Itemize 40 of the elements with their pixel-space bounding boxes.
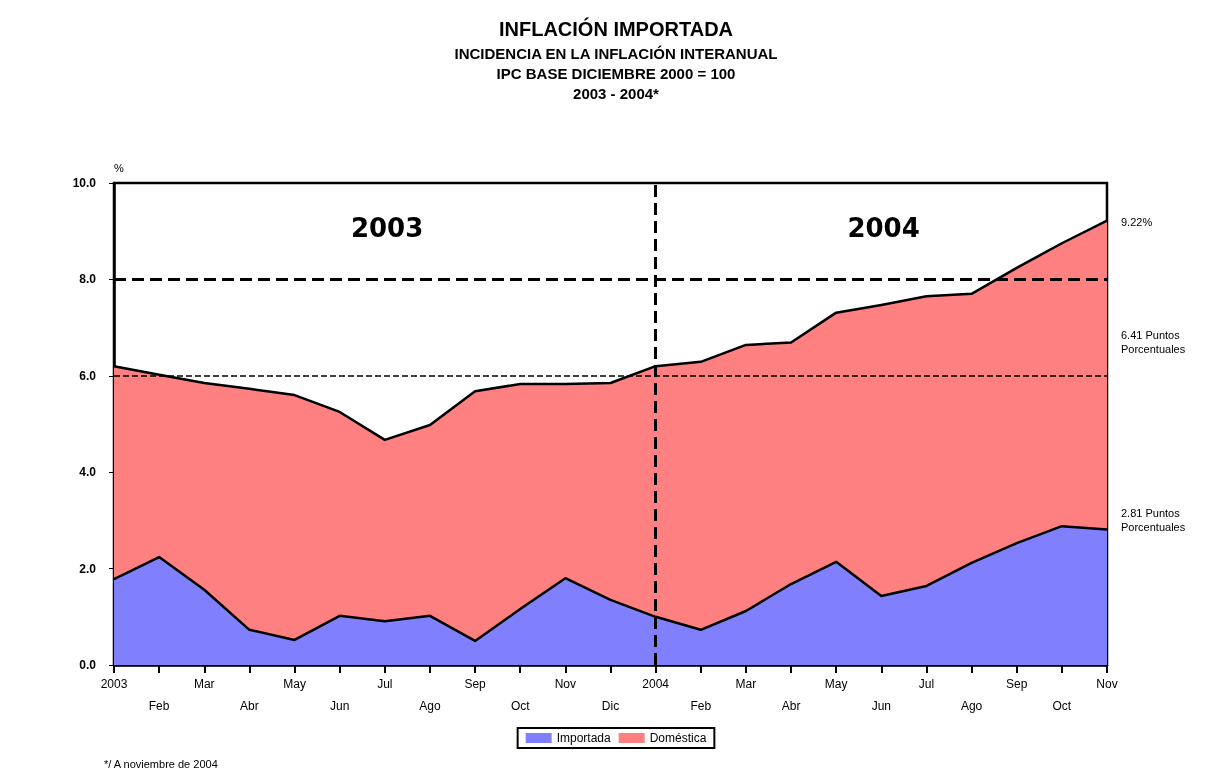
x-tick-label: 2004: [642, 677, 670, 691]
x-tick-label: Abr: [240, 699, 259, 713]
x-tick-label: Jul: [377, 677, 393, 691]
text: 2.81 Puntos Porcentuales: [1121, 507, 1186, 534]
x-tick-label: Jun: [330, 699, 350, 713]
x-tick-label: Jun: [871, 699, 891, 713]
x-tick-label: Mar: [193, 677, 215, 691]
x-tick-label: Nov: [1096, 677, 1118, 691]
x-tick-label: Feb: [148, 699, 170, 713]
y-tick-label: 6.0: [79, 368, 97, 383]
y-tick-label: 8.0: [79, 272, 97, 287]
annotation: 2004: [847, 213, 920, 243]
chart-title: INFLACIÓN IMPORTADA: [498, 17, 734, 40]
x-tick-label: 2003: [100, 677, 128, 691]
annotation: 2003: [350, 213, 424, 243]
x-tick-label: Jul: [918, 677, 935, 691]
x-tick-label: Feb: [690, 699, 712, 713]
y-tick-label: 0.0: [79, 658, 97, 672]
x-tick-label: Nov: [554, 677, 577, 691]
text: 6.41 Puntos Porcentuales: [1121, 329, 1186, 356]
x-tick-label: Abr: [781, 699, 801, 713]
text: */ A noviembre de 2004: [104, 757, 218, 770]
chart-subtitle: INCIDENCIA EN LA INFLACIÓN INTERANUAL IPC BASE DICIEMBRE 2000 = 100 2003 - 2004*: [454, 44, 778, 102]
y-tick-label: 2.0: [79, 561, 97, 576]
x-tick-label: May: [283, 677, 306, 691]
x-tick-label: Ago: [960, 699, 983, 713]
x-tick-label: Oct: [510, 699, 531, 713]
x-tick-label: Oct: [1052, 699, 1072, 713]
legend-label: Importada: [556, 731, 611, 745]
x-tick-label: May: [824, 677, 848, 691]
y-tick-label: 10.0: [72, 176, 97, 190]
text: 9.22%: [1121, 215, 1153, 228]
x-tick-label: Sep: [1006, 677, 1028, 691]
x-tick-label: Ago: [419, 699, 441, 713]
y-axis-title: %: [114, 161, 124, 174]
legend-label: Doméstica: [649, 731, 707, 745]
x-tick-label: Sep: [464, 677, 487, 691]
x-tick-label: Mar: [735, 677, 757, 691]
y-tick-label: 4.0: [79, 465, 97, 480]
x-tick-label: Dic: [601, 699, 620, 713]
